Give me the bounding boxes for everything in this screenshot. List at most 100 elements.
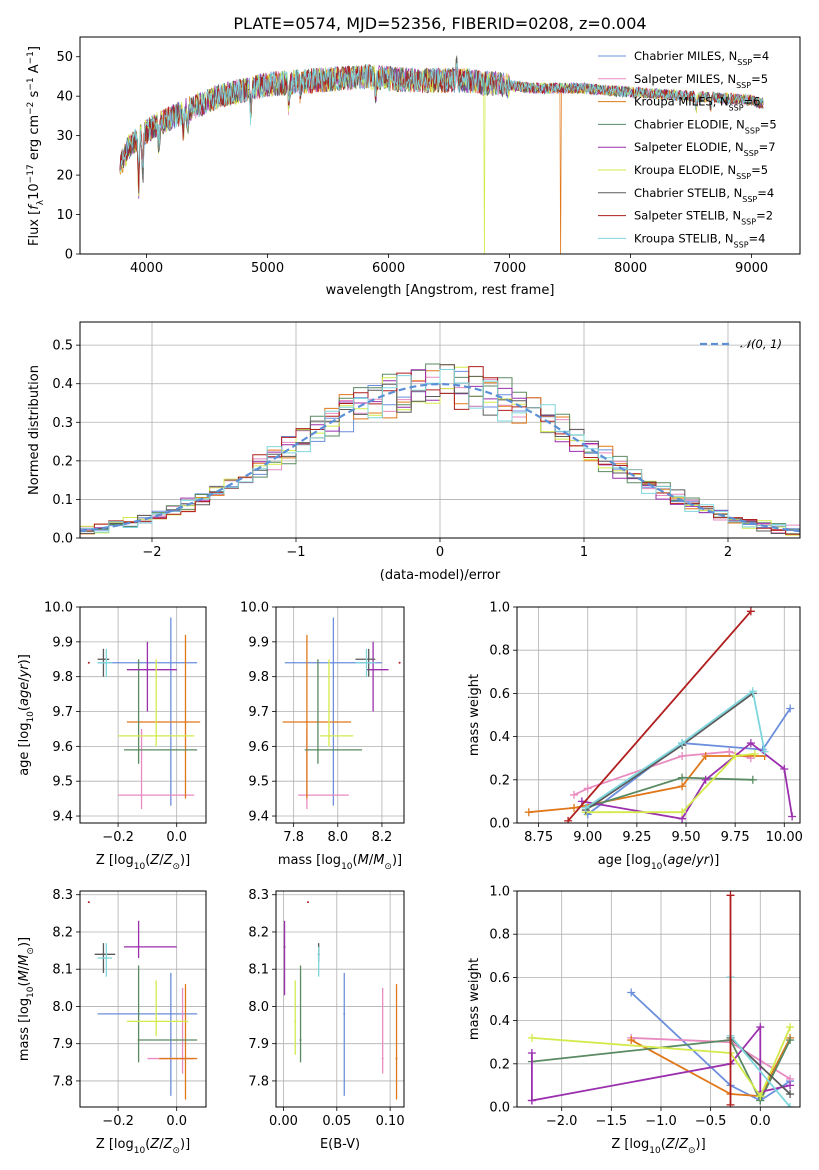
y-tick-label: 9.9: [52, 635, 73, 650]
y-tick-label: 7.8: [52, 1074, 73, 1089]
x-tick-label: 9.75: [721, 830, 750, 845]
x-tick-label: 4000: [130, 261, 163, 276]
cross-center-krou_stelib: [105, 661, 108, 664]
weight-line-krou_miles: [630, 1037, 791, 1098]
label-part: mass weight: [467, 674, 482, 756]
y-tick-label: 40: [56, 90, 73, 105]
label-part: 10: [134, 862, 146, 872]
weight-point-krou_miles: [701, 752, 710, 761]
label-part: )]: [180, 853, 190, 868]
label-part: )]: [392, 853, 402, 868]
x-tick-label: 0.0: [166, 830, 187, 845]
weight-point-krou_stelib: [678, 739, 687, 748]
cross-center-chab_elodie: [137, 748, 140, 751]
weight-point-chab_elodie: [748, 775, 757, 784]
cross-marker-salp_miles: [118, 728, 195, 810]
cross-center-chab_elodie: [316, 748, 319, 751]
cross-marker-salp_stelib: [87, 901, 90, 904]
legend-text: Kroupa STELIB, N: [634, 231, 734, 245]
cross-center-krou_miles: [184, 720, 187, 723]
weight-point-salp_elodie: [527, 1096, 536, 1105]
label-part: age [log: [598, 853, 651, 868]
weight-point-krou_stelib: [760, 747, 769, 756]
label-part: (: [661, 1137, 666, 1152]
cross-center-chab_miles: [332, 661, 335, 664]
cross-center-chab_stelib: [102, 953, 105, 956]
cross-center-krou_miles: [305, 720, 308, 723]
y-tick-label: 0.2: [489, 773, 510, 788]
cross-marker-chab_elodie: [304, 659, 363, 764]
y-tick-label: 9.7: [52, 705, 73, 720]
label-part: ⊙: [172, 1146, 180, 1156]
weight-line-krou_stelib: [585, 689, 766, 809]
legend-sub: SSP: [741, 217, 756, 226]
x-tick-label: 2: [724, 545, 732, 560]
gaussian-curve: [80, 382, 800, 533]
weight-line-krou_elodie: [531, 1026, 791, 1099]
cross-marker-salp_stelib: [87, 661, 90, 664]
cross-center-salp_stelib: [398, 661, 401, 664]
y-tick-label: 8.0: [52, 1000, 73, 1015]
weight-point-salp_elodie: [788, 812, 797, 821]
x-tick-label: 0: [436, 545, 444, 560]
label-part: E(B-V): [320, 1137, 360, 1152]
label-part: mass [log: [278, 853, 341, 868]
y-tick-label: 8.1: [52, 963, 73, 978]
cross-center-salp_stelib: [87, 901, 90, 904]
label-part: 10: [134, 1146, 146, 1156]
weight_vs_Z-marks: [527, 891, 795, 1107]
cross-marker-krou_elodie: [118, 659, 195, 747]
label-part: 10: [651, 862, 663, 872]
label-part: M: [358, 853, 369, 868]
spectrum-ylabel: Flux [fλ10−17 erg cm−2 s−1 A−1]: [26, 46, 46, 246]
label-part: s: [27, 90, 42, 101]
legend-sub: SSP: [736, 172, 751, 181]
weight-point-salp_elodie: [756, 1023, 765, 1032]
weight-line-krou_miles: [528, 755, 765, 814]
label-part: (data-model)/error: [380, 568, 501, 583]
cross-marker-krou_elodie: [126, 980, 189, 1037]
weight-point-salp_elodie: [786, 1081, 795, 1090]
x-tick-label: −1: [286, 545, 305, 560]
label-part: (: [353, 853, 358, 868]
label-part: Z: [163, 853, 174, 868]
weight-line-salp_elodie: [581, 741, 793, 820]
legend-sub: SSP: [737, 58, 752, 67]
cross-marker-salp_elodie: [283, 920, 286, 996]
cross-marker-salp_elodie: [123, 920, 177, 959]
label-part: age: [667, 853, 691, 868]
residuals-frame: [79, 321, 801, 539]
legend-text: Chabrier MILES, N: [634, 49, 737, 63]
label-part: /: [17, 965, 32, 970]
weight-point-chab_elodie: [786, 1036, 795, 1045]
legend-n: =5: [760, 117, 777, 131]
weight-point-krou_stelib: [748, 687, 757, 696]
label-part: age: [17, 682, 32, 706]
y-tick-label: 9.6: [52, 740, 73, 755]
label-part: 10: [26, 711, 36, 723]
legend-label-chab_stelib: Chabrier STELIB, NSSP=4: [634, 186, 774, 204]
x-tick-label: −1.0: [645, 1114, 677, 1129]
label-part: wavelength [Angstrom, rest frame]: [326, 283, 555, 298]
legend-text: Salpeter STELIB, N: [634, 209, 741, 223]
y-tick-label: 0.4: [489, 730, 510, 745]
label-part: (: [662, 853, 667, 868]
cross-center-salp_miles: [381, 1057, 384, 1060]
legend-sub: SSP: [742, 194, 757, 203]
label-part: Z [log: [611, 1137, 649, 1152]
cross-center-krou_stelib: [317, 957, 320, 960]
legend-text: Kroupa ELODIE, N: [634, 163, 736, 177]
legend-label-chab_elodie: Chabrier ELODIE, NSSP=5: [634, 117, 777, 135]
weight-point-krou_miles: [569, 803, 578, 812]
cross-center-chab_stelib: [102, 658, 105, 661]
cross-center-salp_elodie: [372, 668, 375, 671]
weight-point-salp_stelib: [726, 891, 735, 900]
age_vs_mass-marks: [282, 617, 401, 810]
y-tick-label: 9.5: [52, 775, 73, 790]
y-tick-label: 7.8: [248, 1074, 269, 1089]
x-tick-label: −2: [142, 545, 161, 560]
y-tick-label: 8.2: [52, 925, 73, 940]
weight_vs_Z-ylabel: mass weight: [467, 958, 482, 1040]
weight-point-salp_elodie: [780, 765, 789, 773]
y-tick-label: 8.3: [248, 888, 269, 903]
